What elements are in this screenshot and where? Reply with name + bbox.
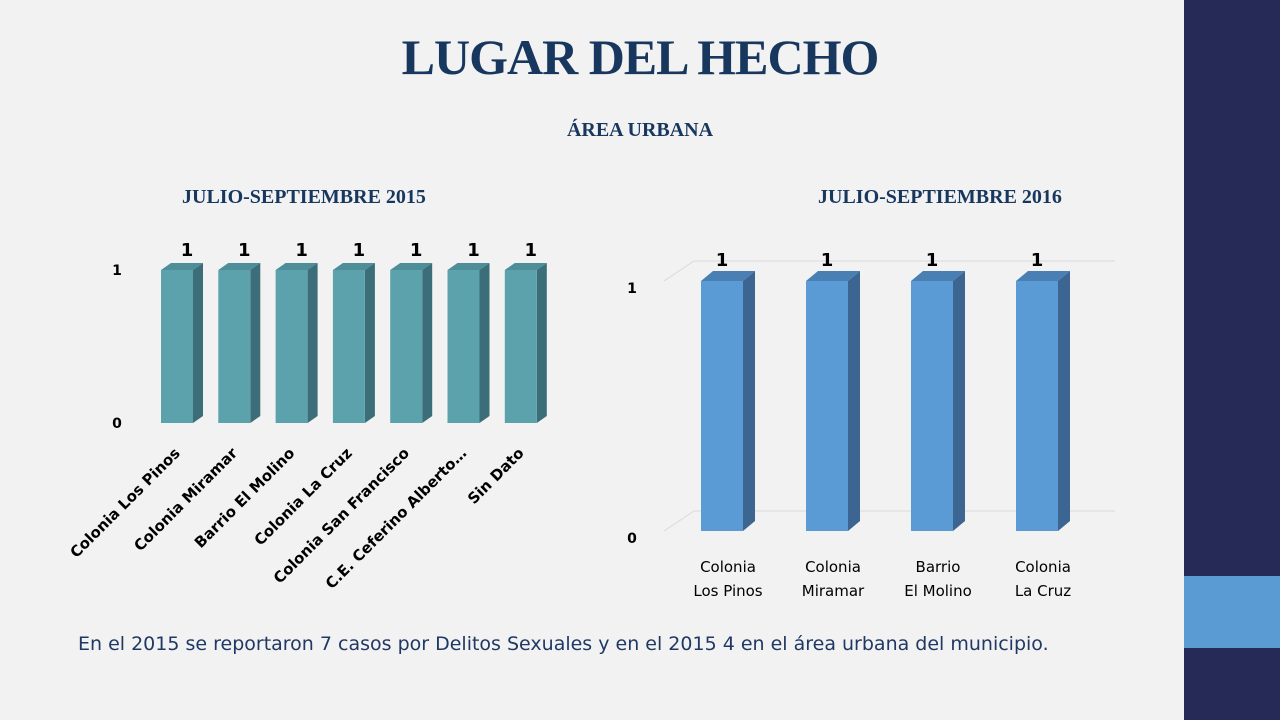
x-tick-label: Colonia Los Pinos bbox=[693, 558, 762, 600]
y-tick-label: 0 bbox=[112, 416, 122, 432]
x-tick-label: Barrio El Molino bbox=[904, 558, 972, 600]
x-tick-label: Colonia Miramar bbox=[802, 558, 865, 600]
bar-top-colonia-los-pinos bbox=[701, 271, 755, 281]
chart-2016: 0 1 1 Colonia Los Pinos 1 Colonia Miramar 1 Barri… bbox=[627, 250, 1115, 600]
slide-subtitle: ÁREA URBANA bbox=[566, 119, 714, 141]
gridline-diagonal bbox=[663, 510, 695, 532]
bar-side-colonia-la-cruz bbox=[364, 263, 375, 423]
x-tick-label: Colonia La Cruz bbox=[1015, 558, 1071, 600]
bar-c-e-ceferino-alberto bbox=[447, 270, 480, 423]
bar-barrio-el-molino bbox=[275, 270, 308, 423]
bar-top-barrio-el-molino bbox=[275, 263, 318, 270]
y-tick-label: 1 bbox=[627, 281, 637, 297]
sidebar-accent-block bbox=[1184, 576, 1280, 648]
bar-side-colonia-los-pinos bbox=[743, 271, 755, 531]
sidebar-decoration bbox=[1184, 0, 1280, 720]
bar-top-colonia-la-cruz bbox=[1016, 271, 1070, 281]
data-label: 1 bbox=[821, 250, 834, 271]
bar-barrio-el-molino bbox=[911, 281, 953, 531]
bar-side-barrio-el-molino bbox=[953, 271, 965, 531]
bar-top-barrio-el-molino bbox=[911, 271, 965, 281]
data-label: 1 bbox=[525, 240, 538, 261]
chart-2015-title: JULIO-SEPTIEMBRE 2015 bbox=[182, 186, 426, 208]
data-label: 1 bbox=[181, 240, 194, 261]
bar-side-colonia-san-francisco bbox=[422, 263, 433, 423]
data-label: 1 bbox=[238, 240, 251, 261]
bar-side-colonia-miramar bbox=[250, 263, 261, 423]
bar-side-colonia-los-pinos bbox=[193, 263, 203, 423]
gridline-diagonal bbox=[663, 260, 695, 282]
bar-side-sin-dato bbox=[536, 263, 547, 423]
bar-colonia-la-cruz bbox=[1016, 281, 1058, 531]
data-label: 1 bbox=[926, 250, 939, 271]
bar-top-colonia-miramar bbox=[218, 263, 261, 270]
bar-side-colonia-la-cruz bbox=[1058, 271, 1070, 531]
chart-2016-title: JULIO-SEPTIEMBRE 2016 bbox=[818, 186, 1062, 208]
bar-side-colonia-miramar bbox=[848, 271, 860, 531]
data-label: 1 bbox=[295, 240, 308, 261]
data-label: 1 bbox=[1031, 250, 1044, 271]
bar-sin-dato bbox=[504, 270, 537, 423]
bar-colonia-la-cruz bbox=[332, 270, 365, 423]
bar-colonia-los-pinos bbox=[161, 270, 193, 423]
bar-top-colonia-la-cruz bbox=[332, 263, 375, 270]
bar-colonia-miramar bbox=[806, 281, 848, 531]
data-label: 1 bbox=[467, 240, 480, 261]
bar-side-c-e-ceferino-alberto bbox=[479, 263, 490, 423]
bar-top-c-e-ceferino-alberto bbox=[447, 263, 490, 270]
bar-colonia-los-pinos bbox=[701, 281, 743, 531]
slide-caption: En el 2015 se reportaron 7 casos por Del… bbox=[78, 633, 1049, 655]
bar-top-colonia-san-francisco bbox=[390, 263, 433, 270]
y-tick-label: 1 bbox=[112, 263, 122, 279]
data-label: 1 bbox=[353, 240, 366, 261]
data-label: 1 bbox=[716, 250, 729, 271]
bar-colonia-san-francisco bbox=[390, 270, 423, 423]
bar-colonia-miramar bbox=[218, 270, 251, 423]
bar-top-colonia-los-pinos bbox=[161, 263, 203, 270]
bar-top-colonia-miramar bbox=[806, 271, 860, 281]
bar-side-barrio-el-molino bbox=[307, 263, 318, 423]
y-tick-label: 0 bbox=[627, 531, 637, 547]
bar-top-sin-dato bbox=[504, 263, 547, 270]
data-label: 1 bbox=[410, 240, 423, 261]
slide-title: LUGAR DEL HECHO bbox=[401, 29, 880, 85]
